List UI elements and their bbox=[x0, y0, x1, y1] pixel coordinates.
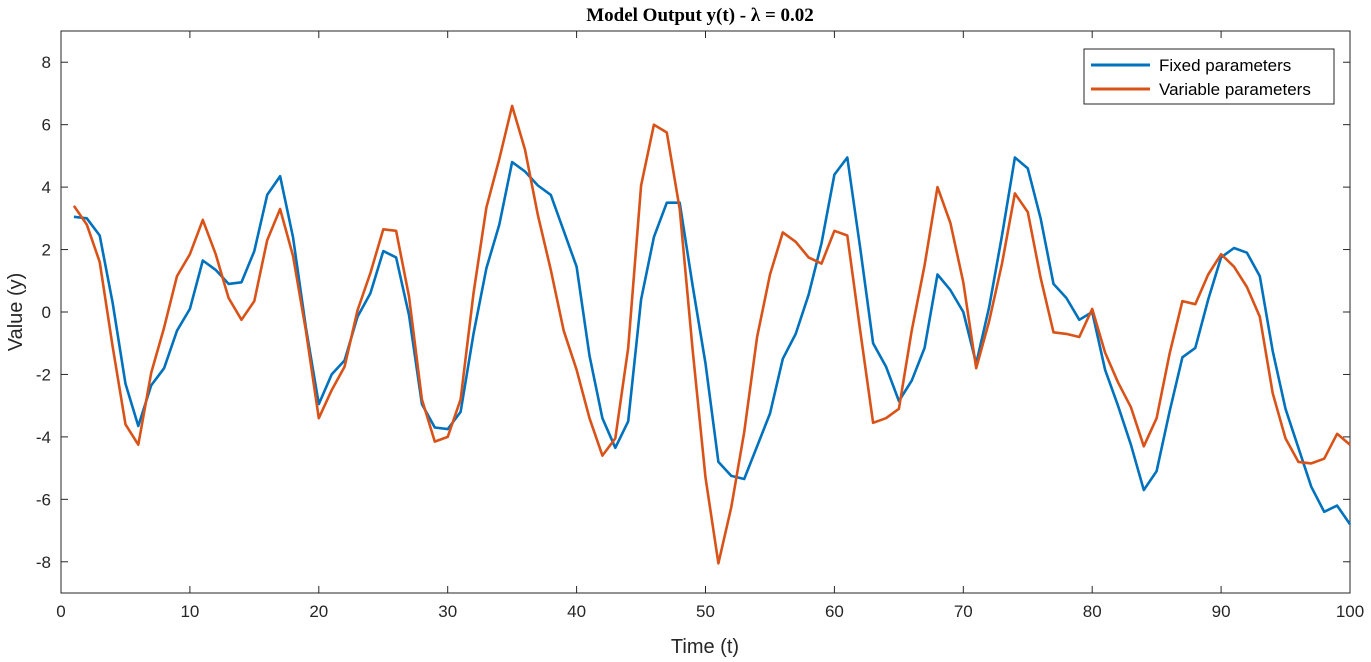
y-axis-label: Value (y) bbox=[5, 273, 27, 352]
series-line-fixed-parameters bbox=[73, 156, 1352, 526]
chart-title: Model Output y(t) - λ = 0.02 bbox=[586, 5, 814, 26]
x-tick-label: 90 bbox=[1212, 602, 1231, 621]
legend-box bbox=[1083, 48, 1335, 105]
x-tick-label: 40 bbox=[567, 602, 586, 621]
x-tick-label: 0 bbox=[56, 602, 65, 621]
series-line-variable-parameters bbox=[72, 104, 1351, 565]
x-tick-label: 60 bbox=[825, 602, 844, 621]
y-tick-label: 8 bbox=[42, 53, 51, 72]
x-tick-label: 80 bbox=[1083, 602, 1102, 621]
legend: Fixed parameters Variable parameters bbox=[1083, 48, 1335, 105]
legend-label-variable-parameters: Variable parameters bbox=[1159, 80, 1311, 99]
x-tick-label: 30 bbox=[438, 602, 457, 621]
y-tick-label: 2 bbox=[42, 241, 51, 260]
y-tick-label: -6 bbox=[36, 490, 51, 509]
x-tick-label: 50 bbox=[696, 602, 715, 621]
series-lines bbox=[72, 104, 1352, 565]
y-tick-label: -4 bbox=[36, 428, 51, 447]
plot-area bbox=[60, 30, 1351, 594]
y-tick-label: -8 bbox=[36, 553, 51, 572]
x-tick-label: 100 bbox=[1336, 602, 1364, 621]
x-axis-ticks: 0 10 20 30 40 50 60 70 80 90 100 bbox=[56, 31, 1364, 621]
x-axis-label: Time (t) bbox=[671, 636, 739, 658]
x-tick-label: 20 bbox=[309, 602, 328, 621]
x-tick-label: 70 bbox=[954, 602, 973, 621]
y-tick-label: -2 bbox=[36, 365, 51, 384]
y-tick-label: 6 bbox=[42, 116, 51, 135]
x-tick-label: 10 bbox=[180, 602, 199, 621]
y-tick-label: 4 bbox=[42, 178, 51, 197]
y-axis-ticks: -8 -6 -4 -2 0 2 4 6 8 bbox=[36, 53, 1350, 572]
legend-label-fixed-parameters: Fixed parameters bbox=[1159, 56, 1291, 75]
y-tick-label: 0 bbox=[42, 303, 51, 322]
